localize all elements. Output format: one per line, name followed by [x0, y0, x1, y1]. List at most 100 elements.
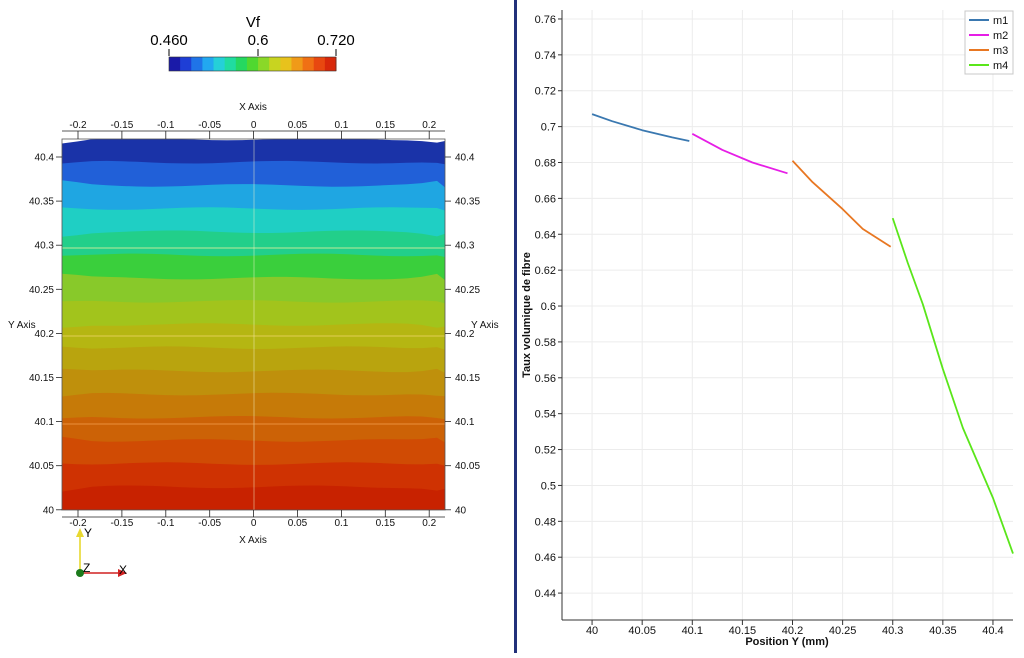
right-y-tick-label: 40 — [455, 505, 467, 516]
y-tick-label: 0.68 — [535, 158, 556, 170]
y-tick-label: 0.44 — [535, 588, 556, 600]
colorbar-swatch — [180, 57, 192, 71]
right-y-tick-label: 40.2 — [455, 329, 475, 340]
x-tick-label: 40.25 — [829, 625, 857, 637]
y-tick-label: 0.46 — [535, 552, 556, 564]
triad-y-arrowhead — [76, 528, 84, 537]
bottom-x-tick-label: -0.1 — [157, 518, 175, 529]
contour-panel: Vf 0.460 0.6 0.720 X Axis X Axis Y Axis … — [0, 0, 514, 653]
colorbar-swatch — [258, 57, 270, 71]
right-y-tick-label: 40.1 — [455, 417, 475, 428]
bottom-x-tick-label: -0.15 — [111, 518, 134, 529]
series-line-m3 — [791, 160, 892, 248]
series-line-m2 — [691, 133, 788, 175]
colorbar-swatch — [291, 57, 304, 71]
colorbar-label-mid: 0.6 — [248, 32, 269, 49]
top-x-tick-label: -0.2 — [69, 120, 87, 131]
y-tick-label: 0.7 — [541, 122, 556, 134]
top-x-tick-label: -0.05 — [198, 120, 221, 131]
legend-label-m4: m4 — [993, 60, 1008, 72]
y-tick-label: 0.54 — [535, 409, 556, 421]
chart-axes: 40 40.05 40.1 40.15 40.2 40.25 40.3 40.35 40.4 0.… — [535, 10, 1013, 637]
x-tick-label: 40.05 — [628, 625, 656, 637]
right-y-tick-label: 40.4 — [455, 153, 475, 164]
colorbar-label-min: 0.460 — [150, 32, 188, 49]
top-x-tick-label: 0.05 — [288, 120, 308, 131]
x-tick-label: 40.15 — [729, 625, 757, 637]
right-y-axis-title: Y Axis — [471, 320, 499, 331]
top-x-tick-label: 0.1 — [334, 120, 348, 131]
bottom-x-tick-label: -0.2 — [69, 518, 87, 529]
bottom-x-tick-label: -0.05 — [198, 518, 221, 529]
y-tick-label: 0.72 — [535, 86, 556, 98]
bottom-x-tick-label: 0.1 — [334, 518, 348, 529]
y-tick-label: 0.56 — [535, 373, 556, 385]
orientation-triad: Y X Z — [76, 526, 127, 577]
y-tick-label: 0.62 — [535, 265, 556, 277]
right-y-tick-label: 40.15 — [455, 373, 480, 384]
legend-label-m3: m3 — [993, 45, 1008, 57]
legend-items: m1 m2 m3 m4 — [969, 15, 1008, 72]
triad-z-label: Z — [83, 561, 90, 575]
y-tick-label: 0.74 — [535, 50, 556, 62]
series-line-m4 — [891, 217, 1014, 554]
y-tick-label: 0.48 — [535, 516, 556, 528]
y-tick-label: 0.6 — [541, 301, 556, 313]
left-y-tick-label: 40.15 — [29, 373, 54, 384]
left-y-tick-label: 40.1 — [35, 417, 55, 428]
line-chart-panel: 40 40.05 40.1 40.15 40.2 40.25 40.3 40.35 40.4 0.… — [517, 0, 1024, 653]
colorbar-swatch — [313, 57, 326, 71]
y-axis-title: Taux volumique de fibre — [521, 252, 533, 378]
colorbar-title: Vf — [246, 14, 261, 31]
colorbar — [168, 56, 337, 72]
y-tick-label: 0.66 — [535, 193, 556, 205]
bottom-x-tick-label: 0.05 — [288, 518, 308, 529]
y-tick-label: 0.64 — [535, 229, 556, 241]
triad-y-label: Y — [84, 526, 92, 540]
colorbar-swatch — [169, 57, 181, 71]
series-line-m1 — [591, 113, 690, 142]
x-axis-title: Position Y (mm) — [745, 636, 829, 648]
y-tick-label: 0.5 — [541, 480, 556, 492]
colorbar-swatch — [235, 57, 248, 71]
colorbar-border — [168, 56, 337, 72]
triad-z-axis-dot — [76, 569, 84, 577]
contour-axes: -0.2 -0.2 -0.15 -0.15 -0.1 -0.1 -0.05 -0.05 0 0 0.… — [29, 120, 480, 529]
colorbar-swatch — [280, 57, 292, 71]
right-y-tick-label: 40.25 — [455, 285, 480, 296]
top-x-tick-label: -0.15 — [111, 120, 134, 131]
bottom-x-tick-label: 0 — [251, 518, 257, 529]
triad-x-label: X — [119, 563, 127, 577]
colorbar-swatch — [202, 57, 215, 71]
panel-divider[interactable] — [514, 0, 517, 653]
x-tick-label: 40.3 — [882, 625, 903, 637]
x-tick-label: 40.4 — [982, 625, 1003, 637]
legend-label-m1: m1 — [993, 15, 1008, 27]
legend-label-m2: m2 — [993, 30, 1008, 42]
right-y-tick-label: 40.35 — [455, 197, 480, 208]
bottom-x-axis-title: X Axis — [239, 535, 267, 546]
bottom-x-tick-label: 0.2 — [422, 518, 436, 529]
x-tick-label: 40.35 — [929, 625, 957, 637]
contour-field — [62, 139, 445, 510]
bottom-x-tick-label: 0.15 — [376, 518, 396, 529]
y-tick-label: 0.76 — [535, 14, 556, 26]
x-tick-label: 40.1 — [682, 625, 703, 637]
contour-plot: Vf 0.460 0.6 0.720 X Axis X Axis Y Axis … — [8, 14, 499, 577]
y-tick-label: 0.52 — [535, 445, 556, 457]
y-tick-label: 0.58 — [535, 337, 556, 349]
chart-grid — [562, 10, 1013, 620]
x-tick-label: 40 — [586, 625, 598, 637]
colorbar-swatch — [191, 57, 203, 71]
chart-series — [591, 113, 1014, 554]
left-y-tick-label: 40.35 — [29, 197, 54, 208]
contour-band — [62, 485, 445, 510]
colorbar-swatch — [246, 57, 259, 71]
left-y-tick-label: 40.05 — [29, 461, 54, 472]
top-x-tick-label: 0 — [251, 120, 257, 131]
right-y-tick-label: 40.3 — [455, 241, 475, 252]
left-y-tick-label: 40.2 — [35, 329, 55, 340]
colorbar-swatch — [324, 57, 337, 71]
left-y-tick-label: 40 — [43, 505, 55, 516]
colorbar-label-max: 0.720 — [317, 32, 355, 49]
